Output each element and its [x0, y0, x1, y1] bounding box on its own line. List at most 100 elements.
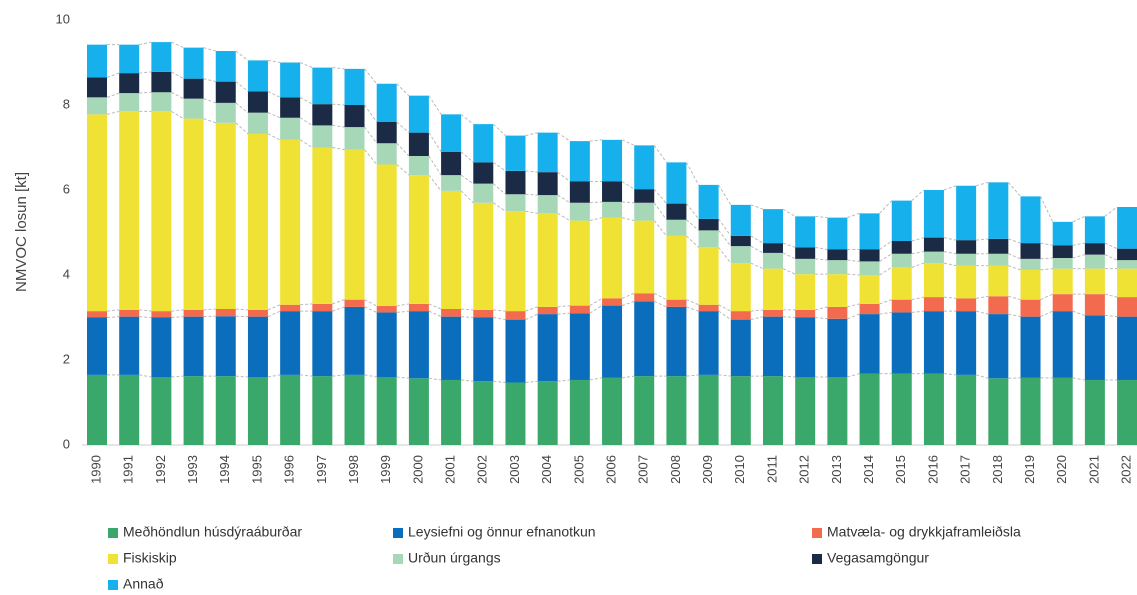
bar-segment	[923, 297, 944, 312]
bar-segment	[923, 311, 944, 374]
connector-line	[750, 245, 764, 254]
connector-line	[686, 235, 699, 248]
connector-line	[203, 308, 216, 311]
connector-line	[235, 50, 249, 61]
bar-segment	[441, 114, 462, 152]
bar-segment	[537, 132, 558, 173]
connector-line	[139, 91, 152, 94]
bar-segment	[923, 251, 944, 264]
bar-segment	[537, 195, 558, 214]
bar-segment	[280, 139, 301, 305]
x-tick-label: 2010	[732, 455, 747, 484]
connector-line	[847, 273, 860, 276]
connector-line	[1104, 242, 1118, 250]
connector-line	[493, 317, 506, 321]
bar-segment	[956, 298, 977, 312]
bar-segment	[1117, 316, 1137, 380]
x-tick-label: 2002	[475, 455, 490, 484]
connector-line	[267, 374, 281, 378]
connector-line	[782, 316, 796, 318]
connector-line	[589, 139, 603, 142]
connector-line	[428, 132, 442, 153]
bar-segment	[408, 132, 429, 156]
connector-line	[589, 201, 603, 204]
bar-segment	[1052, 245, 1073, 258]
connector-line	[653, 292, 667, 301]
bar-segment	[1117, 248, 1137, 261]
bar-segment	[312, 125, 333, 148]
bar-segment	[151, 311, 172, 318]
bar-segment	[762, 243, 783, 253]
connector-line	[557, 194, 571, 204]
bar-segment	[891, 312, 912, 374]
bar-segment	[730, 263, 751, 312]
connector-line	[879, 240, 893, 250]
connector-line	[686, 299, 699, 306]
bar-segment	[634, 220, 655, 294]
bar-segment	[666, 299, 687, 307]
connector-line	[621, 300, 635, 307]
x-tick-label: 2008	[668, 455, 683, 484]
connector-line	[815, 246, 828, 250]
connector-line	[299, 62, 313, 69]
bar-segment	[956, 185, 977, 241]
bar-segment	[1084, 216, 1105, 244]
connector-line	[750, 204, 764, 210]
bar-segment	[1117, 268, 1137, 298]
x-tick-label: 1996	[282, 455, 297, 484]
bar-segment	[247, 91, 268, 113]
bar-segment	[280, 97, 301, 118]
connector-line	[686, 203, 700, 220]
connector-line	[396, 303, 409, 307]
x-tick-label: 1995	[249, 455, 264, 484]
bar-segment	[215, 102, 236, 123]
connector-line	[621, 139, 635, 146]
bar-segment	[505, 319, 526, 383]
x-tick-label: 2022	[1119, 455, 1134, 484]
connector-line	[106, 316, 120, 318]
x-tick-label: 1997	[314, 455, 329, 484]
bar-segment	[408, 311, 429, 379]
bar-segment	[698, 311, 719, 375]
bar-segment	[505, 382, 526, 445]
connector-line	[332, 374, 345, 377]
connector-line	[299, 139, 313, 148]
connector-line	[911, 262, 925, 268]
connector-line	[267, 112, 281, 119]
bar-segment	[473, 183, 494, 203]
x-tick-label: 2015	[893, 455, 908, 484]
connector-line	[460, 151, 474, 163]
bar-segment	[215, 122, 236, 309]
bar-segment	[762, 376, 783, 445]
legend-label: Meðhöndlun húsdýraáburðar	[123, 524, 302, 540]
connector-line	[396, 310, 409, 313]
connector-line	[203, 118, 216, 124]
connector-line	[911, 251, 925, 255]
connector-line	[493, 309, 506, 312]
connector-line	[943, 296, 957, 299]
bar-segment	[280, 311, 301, 375]
x-tick-label: 2005	[571, 455, 586, 484]
bar-segment	[698, 247, 719, 305]
x-tick-label: 1993	[185, 455, 200, 484]
bar-segment	[762, 268, 783, 310]
bar-segment	[312, 104, 333, 126]
connector-line	[911, 310, 924, 313]
connector-line	[1040, 196, 1054, 223]
bar-segment	[891, 267, 912, 300]
connector-line	[525, 210, 538, 214]
connector-line	[750, 235, 764, 244]
bar-segment	[1020, 243, 1041, 259]
bar-segment	[151, 377, 172, 445]
bar-segment	[183, 47, 204, 79]
x-tick-label: 2018	[990, 455, 1005, 484]
bar-segment	[505, 311, 526, 320]
x-tick-label: 2004	[539, 455, 554, 484]
y-tick-label: 6	[63, 181, 70, 196]
connector-line	[943, 237, 957, 241]
connector-line	[975, 181, 989, 187]
connector-line	[847, 303, 860, 308]
connector-line	[492, 183, 506, 195]
bar-segment	[473, 202, 494, 310]
bar-segment	[1020, 299, 1041, 317]
